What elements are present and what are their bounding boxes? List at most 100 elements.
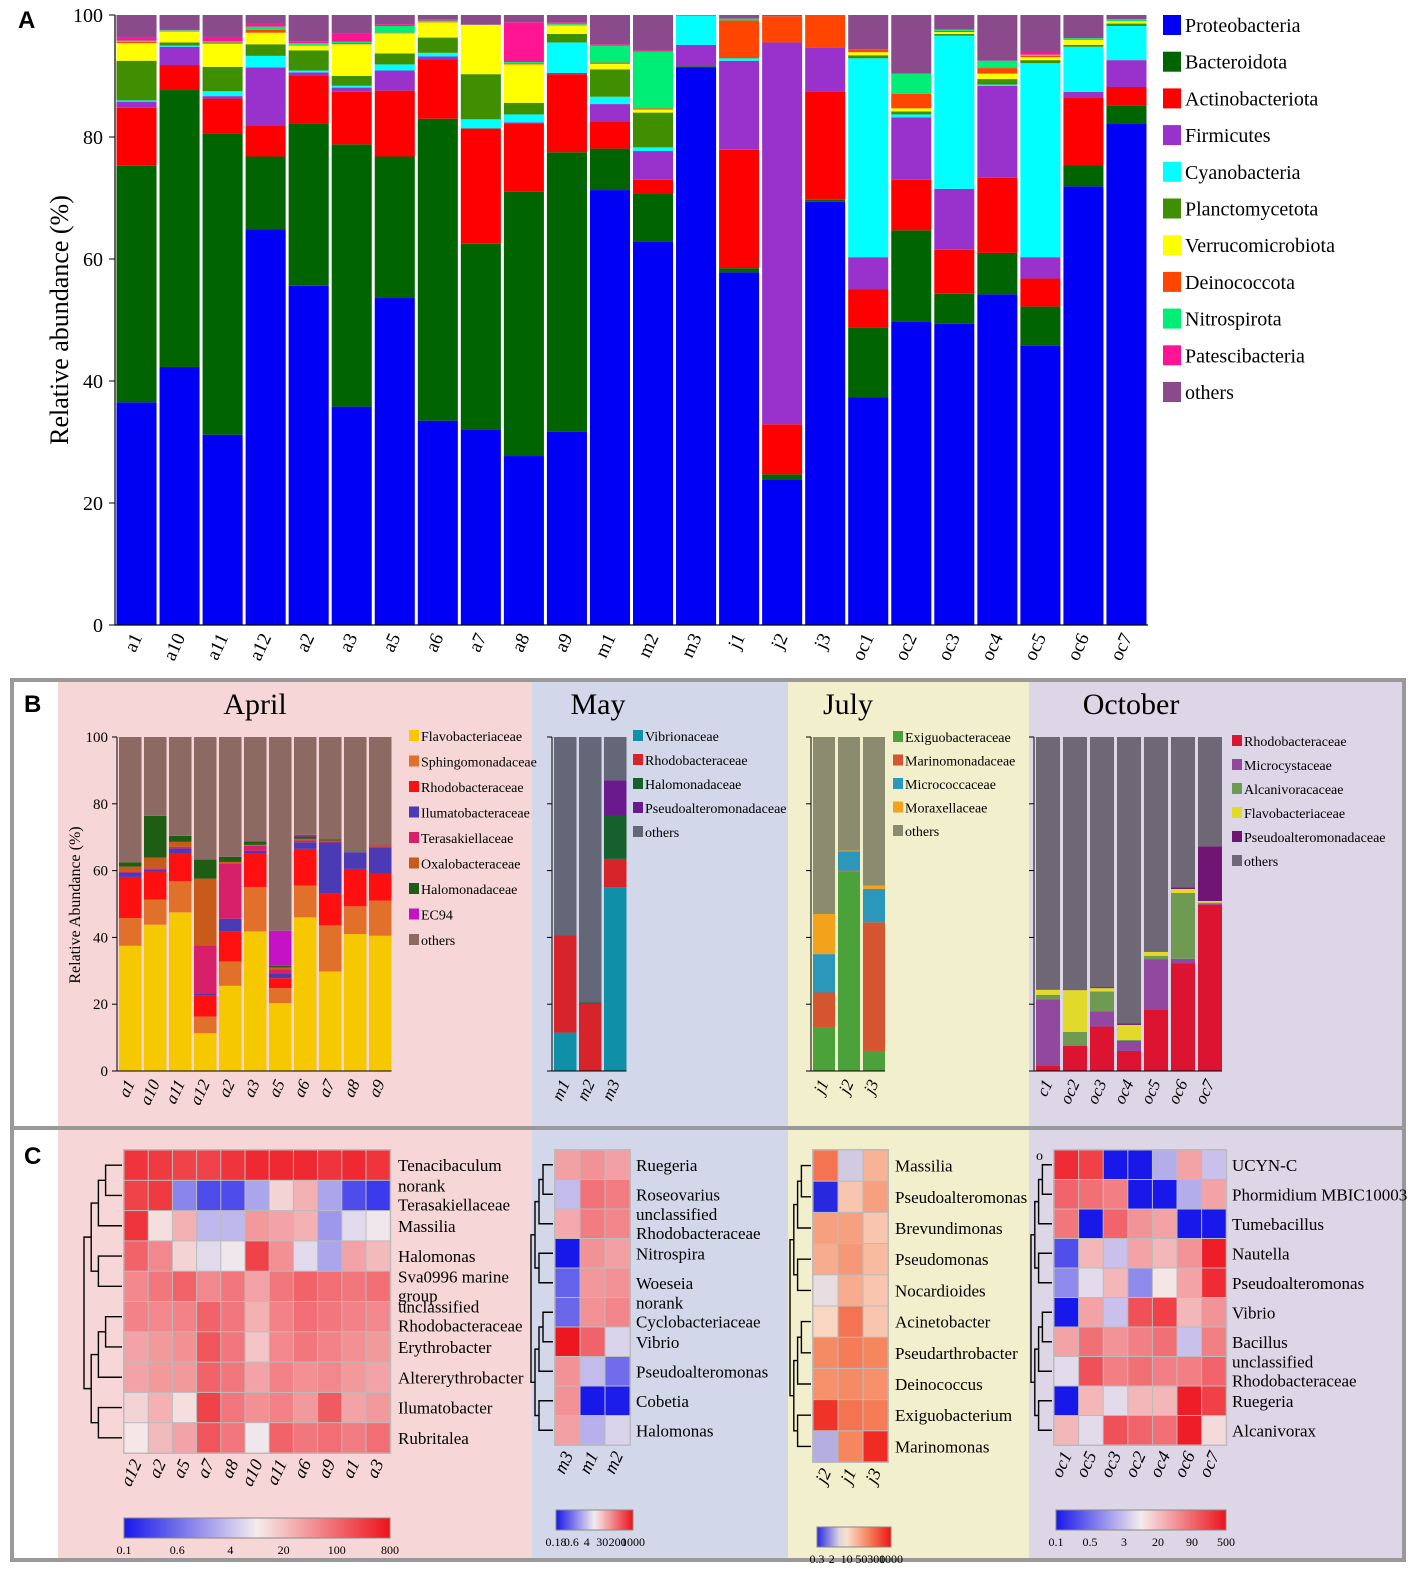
- heatmap-cell: [1079, 1327, 1103, 1356]
- bar-segment: [319, 841, 342, 843]
- row-label: Marinomonas: [895, 1437, 989, 1456]
- heatmap-cell: [245, 1392, 269, 1423]
- dendrogram-branch: [530, 1234, 535, 1384]
- heatmap-cell: [172, 1423, 197, 1453]
- heatmap-cell: [318, 1241, 342, 1271]
- legend-label: Flavobacteriaceae: [1244, 807, 1345, 822]
- heatmap-cell: [269, 1180, 293, 1211]
- x-tick-label: a10: [159, 630, 190, 664]
- bar-segment: [417, 22, 458, 38]
- bar-segment: [1106, 19, 1147, 22]
- row-label: Rhodobacteraceae: [1232, 1371, 1357, 1390]
- bar-segment: [1198, 900, 1222, 903]
- x-tick-label: a2: [293, 630, 320, 655]
- heatmap-cell: [863, 1368, 888, 1400]
- bar-segment: [245, 67, 286, 127]
- bar-segment: [805, 15, 846, 16]
- x-tick-label: a9: [551, 630, 578, 655]
- x-tick-label: a2: [214, 1076, 239, 1100]
- bar-segment: [1171, 958, 1195, 964]
- bar-segment: [891, 108, 932, 112]
- legend-label: Marinomonadaceae: [905, 755, 1015, 770]
- heatmap-cell: [580, 1209, 605, 1238]
- bar-segment: [762, 16, 803, 43]
- bar-segment: [288, 123, 329, 286]
- heatmap-cell: [1103, 1180, 1128, 1209]
- bar-segment: [1171, 892, 1195, 959]
- bar-segment: [374, 33, 415, 54]
- bar-segment: [144, 924, 167, 1071]
- heatmap-cell: [366, 1271, 390, 1301]
- bar-segment: [546, 23, 587, 25]
- x-tick-label: oc4: [977, 630, 1008, 664]
- bar-segment: [288, 41, 329, 44]
- x-tick-label: a3: [239, 1077, 263, 1100]
- heatmap-cell: [555, 1357, 580, 1386]
- bar-segment: [1020, 15, 1061, 51]
- legend-label: others: [1244, 855, 1278, 870]
- bar-segment: [934, 33, 975, 36]
- colorbar-tick-label: 20: [278, 1543, 290, 1557]
- bar-segment: [1106, 23, 1147, 26]
- heatmap-cell: [197, 1150, 221, 1180]
- heatmap-cell: [148, 1332, 172, 1362]
- bar-segment: [977, 68, 1018, 74]
- bar-segment: [891, 73, 932, 94]
- bar-segment: [417, 118, 458, 421]
- bar-segment: [269, 737, 292, 931]
- heatmap-cell: [172, 1241, 197, 1271]
- legend-swatch: [409, 934, 419, 945]
- heatmap-cell: [124, 1302, 148, 1332]
- bar-segment: [1090, 737, 1114, 988]
- legend-swatch: [409, 883, 419, 894]
- heatmap-cell: [580, 1416, 605, 1445]
- bar-segment: [288, 70, 329, 73]
- heatmap-cell: [172, 1150, 197, 1180]
- bar-segment: [1063, 46, 1104, 92]
- bar-segment: [144, 737, 167, 816]
- heatmap-cell: [269, 1211, 293, 1241]
- heatmap-cell: [366, 1362, 390, 1392]
- colorbar-tick-label: 4: [227, 1543, 233, 1557]
- heatmap-cell: [318, 1332, 342, 1362]
- bar-segment: [202, 91, 243, 97]
- bar-segment: [294, 840, 317, 843]
- heatmap-cell: [1202, 1386, 1226, 1415]
- bar-segment: [169, 881, 192, 913]
- heatmap-cell: [1054, 1239, 1079, 1268]
- x-tick-label: oc6: [1063, 630, 1094, 664]
- bar-segment: [633, 109, 674, 113]
- row-label: Tenacibaculum: [398, 1156, 502, 1175]
- bar-segment: [169, 737, 192, 836]
- bar-segment: [319, 971, 342, 1071]
- heatmap-cell: [1202, 1268, 1226, 1297]
- legend-swatch: [1163, 382, 1181, 402]
- y-tick-label: 0: [93, 615, 103, 637]
- heatmap-cell: [293, 1423, 318, 1453]
- legend-swatch: [893, 801, 903, 813]
- bar-segment: [331, 87, 372, 92]
- heatmap-cell: [342, 1271, 366, 1301]
- bar-segment: [417, 15, 458, 20]
- bar-segment: [579, 1002, 602, 1004]
- bar-segment: [719, 20, 760, 58]
- row-label: Nocardioides: [895, 1281, 986, 1300]
- panel-c-content: TenacibaculumnorankTerasakiellaceaeMassi…: [83, 1149, 1407, 1566]
- bar-segment: [1090, 991, 1114, 1012]
- bar-segment: [202, 15, 243, 37]
- x-tick-label: a5: [379, 630, 406, 655]
- x-tick-label: a1: [114, 1077, 138, 1100]
- heatmap-cell: [221, 1392, 245, 1423]
- row-label: Vibrio: [636, 1333, 679, 1352]
- bar-segment: [977, 73, 1018, 80]
- bar-segment: [1144, 951, 1168, 956]
- bar-segment: [503, 191, 544, 457]
- heatmap-cell: [245, 1423, 269, 1453]
- legend-swatch: [1232, 855, 1242, 866]
- bar-segment: [116, 100, 157, 102]
- heatmap-cell: [197, 1302, 221, 1332]
- bar-segment: [369, 846, 392, 848]
- bar-segment: [245, 44, 286, 56]
- colorbar-tick-label: 1000: [621, 1535, 645, 1549]
- bar-segment: [460, 74, 501, 120]
